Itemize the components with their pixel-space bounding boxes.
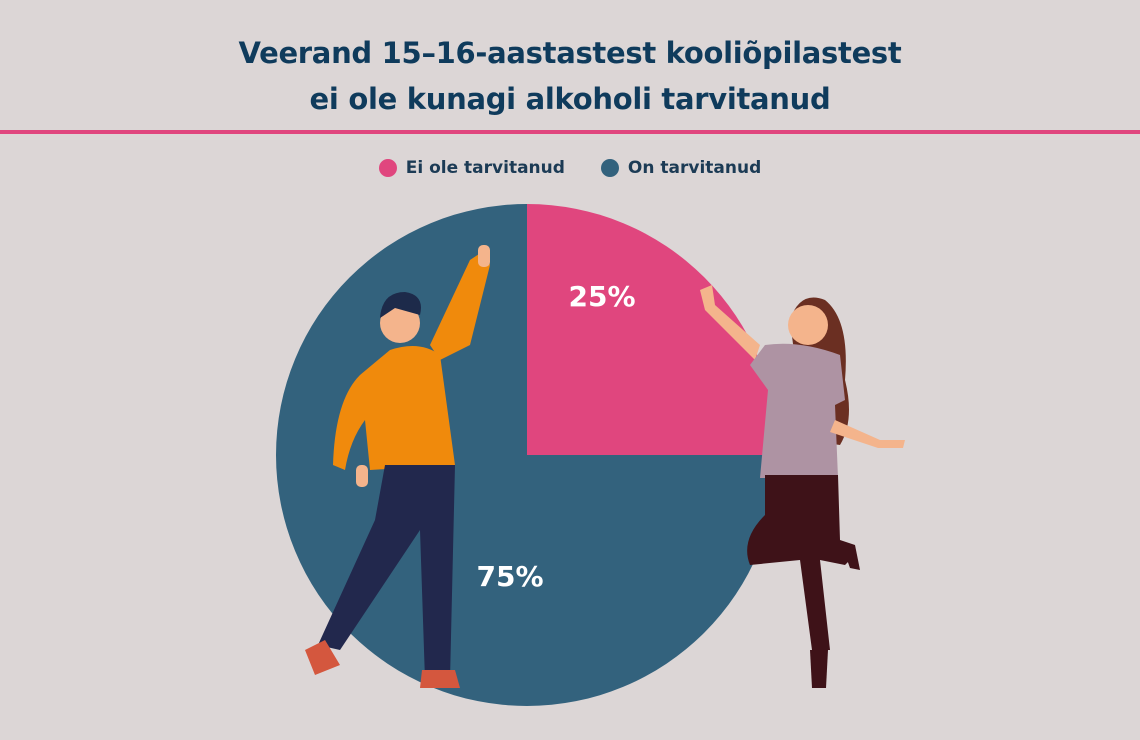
title-line-1: Veerand 15–16-aastastest kooliõpilastest — [238, 36, 902, 70]
man-illustration — [305, 245, 490, 688]
woman-illustration — [700, 285, 905, 688]
slice-label-1: 25% — [568, 280, 635, 313]
title-line-2: ei ole kunagi alkoholi tarvitanud — [309, 82, 831, 116]
legend-label: On tarvitanud — [627, 158, 762, 178]
legend-swatch-blue — [600, 159, 619, 177]
legend-swatch-pink — [378, 159, 397, 177]
pie-slice-1 — [527, 204, 778, 455]
slice-label-2: 75% — [476, 560, 543, 593]
legend-item-on: On tarvitanud — [600, 158, 762, 178]
legend: Ei ole tarvitanud On tarvitanud — [0, 158, 1140, 178]
legend-label: Ei ole tarvitanud — [405, 158, 565, 178]
chart-title: Veerand 15–16-aastastest kooliõpilastest… — [0, 30, 1140, 122]
legend-item-ei-ole: Ei ole tarvitanud — [378, 158, 565, 178]
divider — [0, 130, 1140, 134]
